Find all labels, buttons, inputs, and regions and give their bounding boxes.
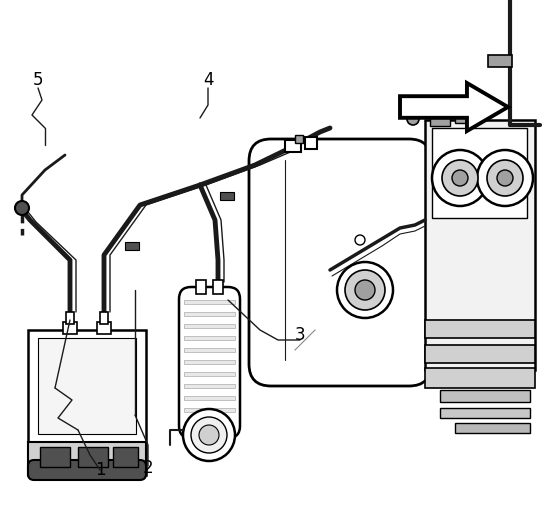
Bar bbox=[196, 280, 206, 294]
Bar bbox=[40, 447, 70, 467]
Bar bbox=[184, 408, 235, 412]
Circle shape bbox=[355, 235, 365, 245]
Bar bbox=[184, 312, 235, 316]
Text: 1: 1 bbox=[94, 461, 105, 479]
Bar bbox=[113, 447, 138, 467]
Bar bbox=[184, 336, 235, 340]
Text: 2: 2 bbox=[143, 459, 153, 477]
Bar bbox=[125, 242, 139, 250]
Bar bbox=[184, 396, 235, 400]
Circle shape bbox=[183, 409, 235, 461]
Bar bbox=[66, 312, 74, 324]
Text: 5: 5 bbox=[33, 71, 43, 89]
Circle shape bbox=[477, 150, 533, 206]
Circle shape bbox=[15, 201, 29, 215]
Bar bbox=[28, 330, 146, 475]
Bar bbox=[184, 372, 235, 376]
Bar bbox=[184, 348, 235, 352]
Text: 4: 4 bbox=[203, 71, 213, 89]
Circle shape bbox=[432, 150, 488, 206]
Circle shape bbox=[337, 262, 393, 318]
FancyBboxPatch shape bbox=[249, 139, 431, 386]
Circle shape bbox=[452, 170, 468, 186]
Bar bbox=[455, 115, 471, 123]
Bar bbox=[97, 322, 111, 334]
Bar bbox=[285, 140, 301, 152]
Bar bbox=[78, 447, 108, 467]
Bar bbox=[220, 192, 234, 200]
Circle shape bbox=[497, 170, 513, 186]
Circle shape bbox=[345, 270, 385, 310]
Circle shape bbox=[355, 280, 375, 300]
Circle shape bbox=[487, 160, 523, 196]
Circle shape bbox=[442, 160, 478, 196]
Bar bbox=[430, 118, 450, 126]
Circle shape bbox=[199, 425, 219, 445]
Bar bbox=[432, 128, 527, 218]
Circle shape bbox=[191, 417, 227, 453]
FancyArrow shape bbox=[400, 83, 508, 131]
Bar bbox=[295, 135, 303, 143]
Bar bbox=[488, 55, 512, 67]
Bar bbox=[100, 312, 108, 324]
Bar bbox=[425, 345, 535, 363]
Bar bbox=[38, 338, 136, 434]
Bar bbox=[184, 384, 235, 388]
Bar bbox=[184, 324, 235, 328]
Circle shape bbox=[407, 113, 419, 125]
Bar bbox=[184, 300, 235, 304]
Bar bbox=[425, 368, 535, 388]
Bar bbox=[213, 280, 223, 294]
Bar bbox=[425, 320, 535, 338]
Bar bbox=[425, 120, 535, 370]
Bar bbox=[63, 322, 77, 334]
Text: 3: 3 bbox=[295, 326, 305, 344]
Bar bbox=[440, 390, 530, 402]
Bar bbox=[455, 423, 530, 433]
Bar bbox=[184, 360, 235, 364]
Bar bbox=[28, 442, 146, 475]
Bar bbox=[440, 408, 530, 418]
FancyBboxPatch shape bbox=[28, 460, 146, 480]
FancyBboxPatch shape bbox=[179, 287, 240, 438]
Bar bbox=[305, 137, 317, 149]
